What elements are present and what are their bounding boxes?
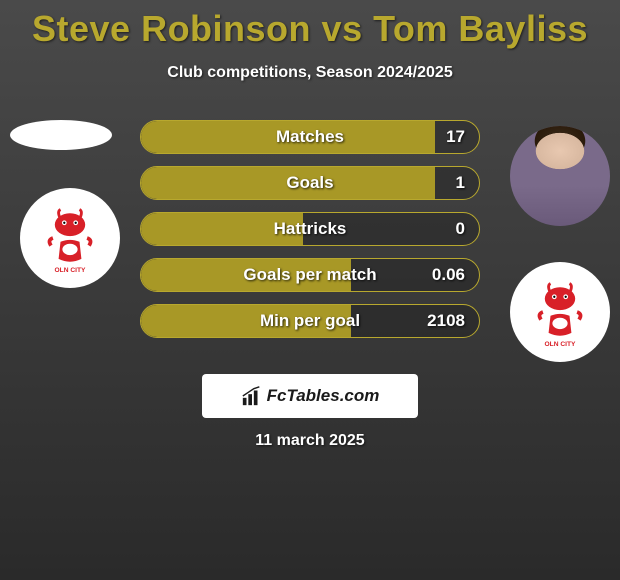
stat-row: Goals per match0.06 — [140, 258, 480, 292]
page-title: Steve Robinson vs Tom Bayliss — [0, 0, 620, 50]
player2-avatar — [510, 126, 610, 226]
stat-row: Matches17 — [140, 120, 480, 154]
player2-face — [510, 126, 610, 226]
player2-club-badge: OLN CITY — [510, 262, 610, 362]
stats-container: Matches17 Goals1 Hattricks0 Goals per match… — [140, 120, 480, 350]
svg-text:OLN CITY: OLN CITY — [55, 267, 87, 274]
stat-value: 17 — [446, 121, 465, 153]
stat-label: Goals per match — [141, 259, 479, 291]
stat-value: 0 — [456, 213, 465, 245]
date-label: 11 march 2025 — [0, 432, 620, 450]
stat-value: 2108 — [427, 305, 465, 337]
svg-text:OLN CITY: OLN CITY — [545, 341, 577, 348]
imp-crest-icon: OLN CITY — [32, 200, 108, 276]
subtitle: Club competitions, Season 2024/2025 — [0, 64, 620, 82]
imp-crest-icon: OLN CITY — [522, 274, 598, 350]
stat-row: Goals1 — [140, 166, 480, 200]
stat-value: 0.06 — [432, 259, 465, 291]
player1-avatar — [10, 120, 112, 150]
branding-label: FcTables.com — [267, 386, 380, 406]
bar-chart-icon — [241, 385, 263, 407]
stat-row: Hattricks0 — [140, 212, 480, 246]
branding-badge: FcTables.com — [202, 374, 418, 418]
stat-label: Matches — [141, 121, 479, 153]
stat-row: Min per goal2108 — [140, 304, 480, 338]
player1-club-badge: OLN CITY — [20, 188, 120, 288]
stat-value: 1 — [456, 167, 465, 199]
stat-label: Hattricks — [141, 213, 479, 245]
stat-label: Goals — [141, 167, 479, 199]
